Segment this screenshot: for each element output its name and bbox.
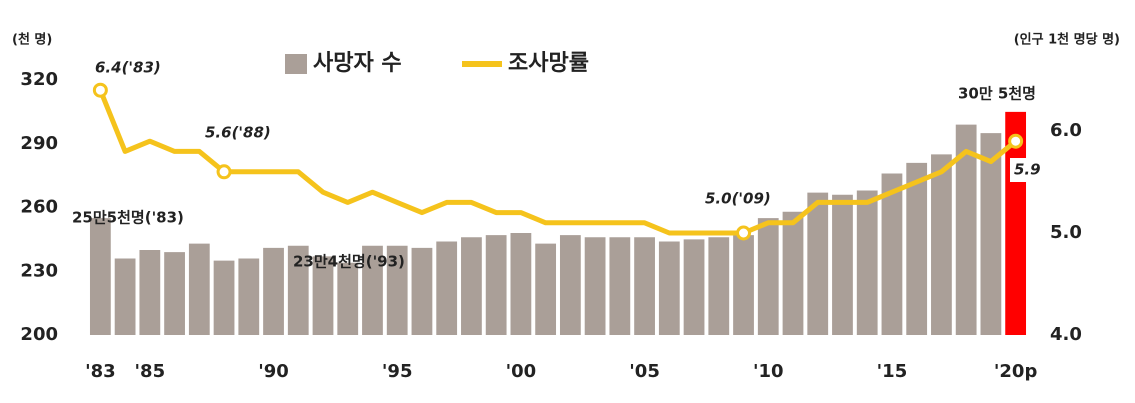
bar bbox=[584, 237, 606, 335]
bar bbox=[559, 235, 581, 335]
bar bbox=[89, 218, 111, 335]
legend-label: 사망자 수 bbox=[313, 51, 402, 76]
bar bbox=[164, 252, 185, 335]
y2-tick-label: 5.0 bbox=[1050, 222, 1082, 243]
y-tick-label: 230 bbox=[20, 260, 58, 281]
annotation-box bbox=[1010, 158, 1046, 182]
bar bbox=[807, 192, 829, 335]
y2-tick-label: 6.0 bbox=[1050, 120, 1082, 141]
bar bbox=[955, 124, 977, 335]
y-tick-label: 290 bbox=[20, 133, 58, 154]
bar bbox=[114, 258, 136, 335]
line bbox=[98, 89, 1018, 236]
bar bbox=[782, 211, 804, 335]
x-tick-label: '83 bbox=[85, 361, 116, 382]
bar bbox=[312, 256, 334, 335]
bar bbox=[485, 235, 507, 335]
y2-axis-label: (인구 1천 명당 명) bbox=[1014, 32, 1120, 48]
bar bbox=[733, 235, 754, 335]
x-tick-label: '15 bbox=[877, 361, 908, 382]
bar bbox=[139, 250, 161, 335]
bar bbox=[238, 258, 260, 335]
annotation: 30만 5천명 bbox=[958, 85, 1036, 103]
point-marker bbox=[736, 225, 752, 241]
y-axis-label: (천 명) bbox=[12, 32, 52, 48]
bar bbox=[708, 237, 730, 335]
bar bbox=[634, 237, 655, 335]
bar bbox=[609, 237, 631, 335]
annotation: 5.9 bbox=[1014, 161, 1041, 179]
annotation: 6.4('83) bbox=[95, 59, 161, 77]
bar bbox=[881, 173, 903, 335]
bar bbox=[757, 218, 779, 335]
point-marker bbox=[216, 164, 232, 180]
x-tick-label: '00 bbox=[506, 361, 537, 382]
annotation: 23만4천명('93) bbox=[293, 253, 405, 271]
x-tick-label: '85 bbox=[135, 361, 166, 382]
bar bbox=[535, 243, 557, 335]
point-marker bbox=[92, 82, 108, 98]
bar bbox=[683, 239, 705, 335]
bar bbox=[213, 260, 235, 335]
x-tick-label: '90 bbox=[258, 361, 289, 382]
legend-swatch bbox=[285, 54, 307, 74]
bar bbox=[906, 162, 928, 335]
annotation: 5.6('88) bbox=[205, 124, 271, 142]
x-tick-label: '05 bbox=[629, 361, 660, 382]
bar bbox=[263, 247, 284, 335]
bar bbox=[188, 243, 210, 335]
bar bbox=[832, 194, 853, 335]
bar bbox=[436, 241, 458, 335]
bar bbox=[658, 241, 680, 335]
legend-label: 조사망률 bbox=[508, 51, 589, 76]
point-marker bbox=[1008, 133, 1024, 149]
bar bbox=[510, 233, 532, 335]
bar bbox=[461, 237, 482, 335]
bar bbox=[931, 154, 952, 335]
bar bbox=[287, 245, 309, 335]
y-tick-label: 320 bbox=[20, 69, 58, 90]
annotation: 5.0('09) bbox=[705, 190, 771, 208]
x-tick-label: '10 bbox=[753, 361, 784, 382]
x-tick-label: '95 bbox=[382, 361, 413, 382]
bar bbox=[337, 262, 359, 335]
y-tick-label: 200 bbox=[20, 324, 58, 345]
x-tick-label: '20p bbox=[994, 361, 1038, 382]
annotation: 25만5천명('83) bbox=[72, 209, 184, 227]
bar bbox=[411, 247, 433, 335]
bar bbox=[362, 245, 383, 335]
bar bbox=[386, 245, 408, 335]
y-tick-label: 260 bbox=[20, 197, 58, 218]
bar bbox=[856, 190, 878, 335]
y2-tick-label: 4.0 bbox=[1050, 324, 1082, 345]
bar bbox=[980, 133, 1002, 335]
